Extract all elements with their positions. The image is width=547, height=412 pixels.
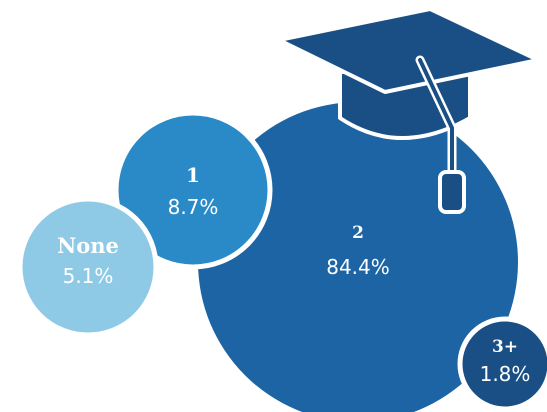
value-label-1: 8.7% <box>168 195 219 219</box>
bubble-none <box>17 196 159 338</box>
category-label-1: 1 <box>186 163 200 187</box>
category-label-none: None <box>57 233 119 258</box>
bubble-1 <box>113 110 273 270</box>
graduation-cap-icon <box>277 7 540 214</box>
category-label-2: 2 <box>352 223 364 243</box>
category-label-3plus: 3+ <box>492 337 518 357</box>
value-label-none: 5.1% <box>63 264 114 288</box>
value-label-3plus: 1.8% <box>480 362 531 386</box>
value-label-2: 84.4% <box>326 255 390 279</box>
bubble-3plus <box>457 316 547 412</box>
bubble-2 <box>198 102 518 412</box>
bubbles-group <box>17 7 547 412</box>
labels-group: None 5.1% 1 8.7% 2 84.4% 3+ 1.8% <box>57 163 530 386</box>
